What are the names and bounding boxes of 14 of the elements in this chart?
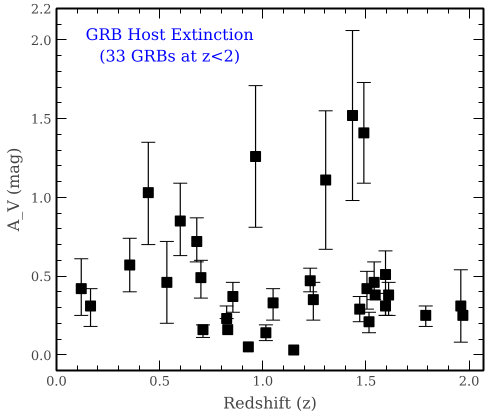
y-tick-label: 2.0 xyxy=(30,34,52,49)
x-tick-label: 1.5 xyxy=(356,374,376,390)
y-tick-label: 1.0 xyxy=(30,191,52,206)
y-tick-label: 1.5 xyxy=(30,112,52,128)
y-tick-label: 2.2 xyxy=(30,2,52,18)
x-axis-title: Redshift (z) xyxy=(223,394,317,412)
y-tick-label: 0.0 xyxy=(30,348,52,364)
x-tick-label: 1.0 xyxy=(252,374,274,390)
y-tick-label: 0.5 xyxy=(30,270,52,286)
x-tick-label: 0.5 xyxy=(149,374,170,390)
text: GRB Host Extinction (33 GRBs at z<2) xyxy=(86,24,254,66)
x-tick-label: 0.0 xyxy=(46,374,67,390)
y-axis-title: A_V (mag) xyxy=(4,148,23,232)
x-tick-label: 2.0 xyxy=(458,374,480,390)
